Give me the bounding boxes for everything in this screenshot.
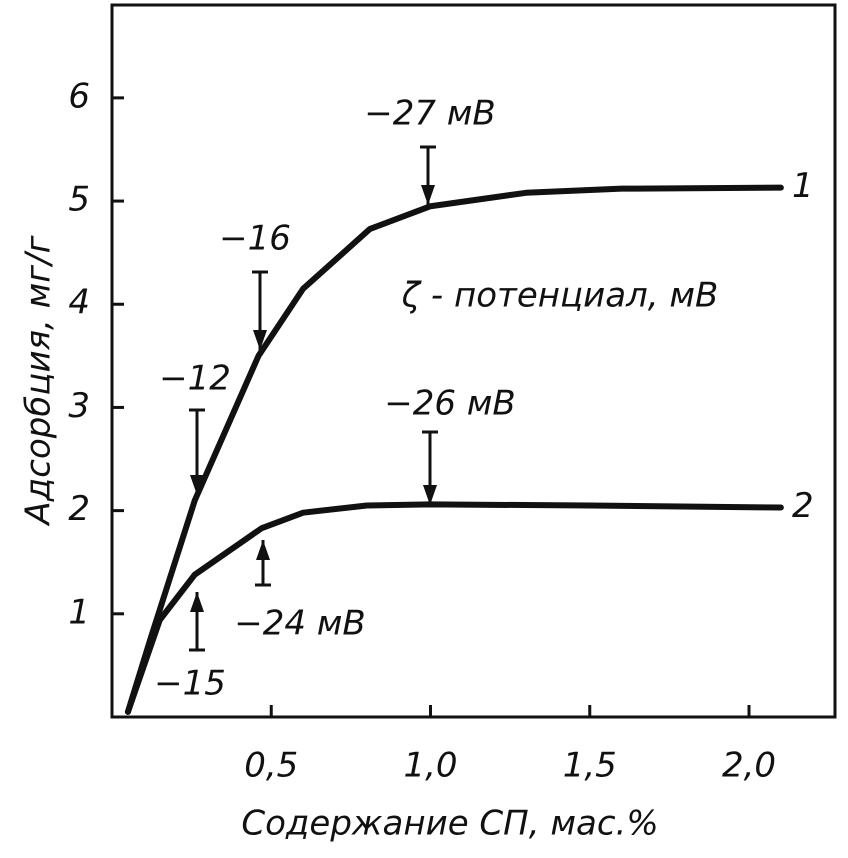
- arrow-head: [190, 592, 204, 612]
- annotation: −15: [154, 664, 226, 704]
- x-tick-label: 0,5: [244, 746, 298, 786]
- series-label: 2: [792, 486, 814, 526]
- y-tick-label: 6: [68, 76, 90, 116]
- plot-frame: [110, 3, 837, 719]
- annotation: −16: [219, 219, 291, 259]
- y-axis-label: Адсорбция, мг/г: [19, 234, 59, 526]
- y-tick-label: 2: [68, 489, 90, 529]
- arrow-head: [253, 330, 267, 350]
- y-tick-label: 3: [68, 386, 90, 426]
- arrow-head: [421, 185, 435, 205]
- annotation: ζ - потенциал, мВ: [401, 276, 719, 316]
- x-tick-label: 1,0: [403, 746, 457, 786]
- y-tick-label: 1: [68, 592, 90, 632]
- arrow-head: [256, 540, 270, 560]
- series-label: 1: [792, 166, 814, 206]
- line: [124, 501, 784, 715]
- annotation: −27 мВ: [364, 94, 496, 134]
- annotation: −12: [159, 359, 231, 399]
- y-tick-label: 5: [68, 180, 90, 220]
- y-tick-label: 4: [68, 283, 90, 323]
- arrow-head: [423, 485, 437, 505]
- annotation: −24 мВ: [234, 604, 366, 644]
- line: [124, 184, 784, 715]
- x-tick-label: 2,0: [722, 746, 776, 786]
- arrow-head: [190, 475, 204, 495]
- x-axis-label: Содержание СП, мас.%: [241, 804, 658, 844]
- x-tick-label: 1,5: [563, 746, 617, 786]
- annotation: −26 мВ: [384, 384, 516, 424]
